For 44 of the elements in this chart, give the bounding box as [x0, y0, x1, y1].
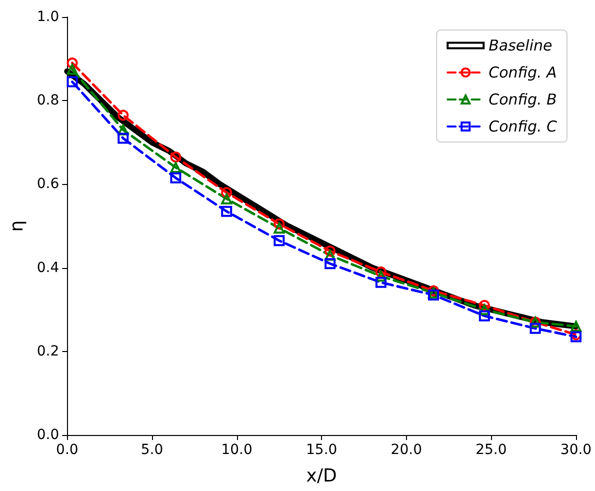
x-tick-label: 5.0 [140, 442, 164, 458]
point [170, 152, 182, 163]
y-tick-label: 1.0 [36, 9, 60, 25]
x-tick-label: 25.0 [476, 442, 507, 458]
legend-label: Baseline [488, 36, 552, 54]
point [478, 310, 490, 322]
point [478, 300, 490, 311]
point [375, 276, 386, 288]
y-tick-label: 0.4 [36, 260, 60, 276]
point [274, 218, 285, 230]
y-tick-label: 0.8 [36, 92, 60, 109]
point [221, 187, 232, 198]
point [375, 266, 386, 278]
y-tick-label: 0.6 [36, 176, 60, 192]
point [530, 322, 541, 334]
point [170, 162, 182, 173]
x-tick-label: 15.0 [306, 442, 338, 458]
point [66, 76, 78, 88]
point [570, 320, 582, 332]
legend-label: Config. B [488, 90, 557, 108]
y-axis-title: η [6, 220, 28, 232]
point [478, 304, 490, 316]
point [118, 110, 129, 121]
y-tick-label: 0.2 [36, 343, 60, 360]
point [221, 193, 232, 204]
point [324, 258, 336, 270]
x-axis-title: x/D [306, 466, 337, 486]
point [324, 250, 336, 261]
x-tick-label: 0.0 [56, 442, 78, 458]
point [274, 235, 285, 246]
point [118, 132, 129, 144]
x-tick-label: 10.0 [221, 442, 252, 458]
point [170, 172, 182, 184]
point [324, 246, 336, 257]
legend-label: Config. A [488, 64, 557, 82]
point [221, 206, 232, 217]
point [66, 57, 78, 68]
y-tick-label: 0.0 [36, 427, 60, 443]
point [375, 270, 386, 282]
point [274, 222, 285, 234]
x-tick-label: 20.0 [390, 442, 422, 458]
point [66, 64, 78, 75]
legend-label: Config. C [488, 118, 558, 136]
x-tick-label: 30.0 [560, 442, 592, 458]
